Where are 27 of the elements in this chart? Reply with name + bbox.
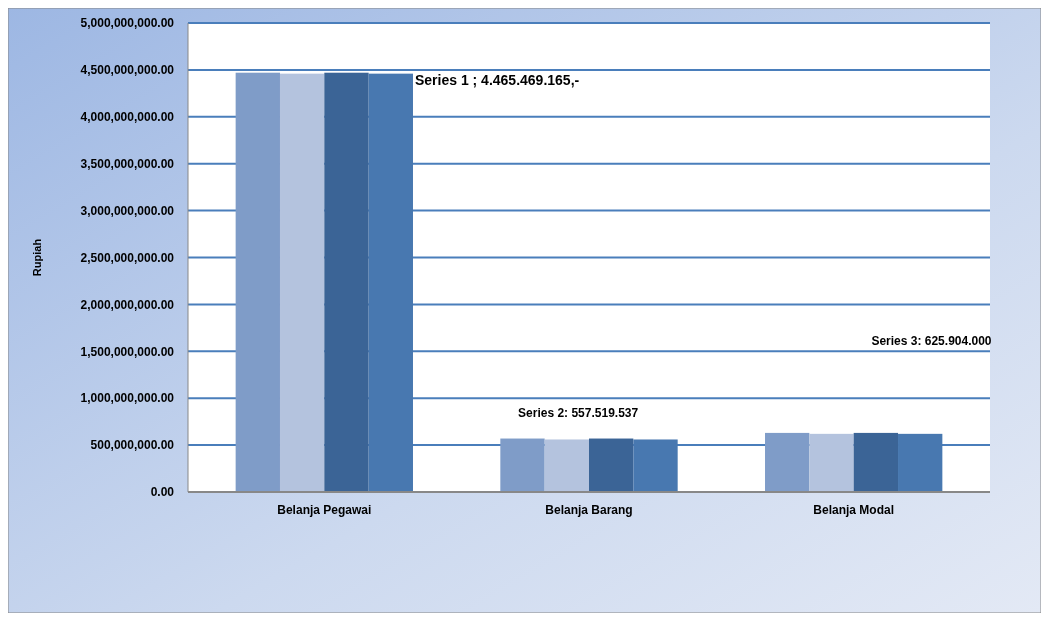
y-tick-label: 1,000,000,000.00 <box>80 391 175 406</box>
y-tick-label: 0.00 <box>150 485 175 500</box>
annotation: Series 1 ; 4.465.469.165,- <box>414 71 580 88</box>
bar <box>853 432 899 492</box>
bar <box>809 433 854 492</box>
y-tick-label: 4,500,000,000.00 <box>80 63 175 78</box>
y-tick-label: 5,000,000,000.00 <box>80 16 175 31</box>
bar <box>544 439 589 492</box>
y-tick-label: 4,000,000,000.00 <box>80 110 175 124</box>
y-tick-label: 500,000,000.00 <box>90 438 175 453</box>
y-tick-label: 2,500,000,000.00 <box>80 250 175 265</box>
bar <box>765 432 810 492</box>
x-tick-label: Belanja Pegawai <box>277 503 372 517</box>
x-tick-label: Belanja Barang <box>545 503 633 517</box>
y-tick-label: 3,500,000,000.00 <box>80 156 175 171</box>
bar <box>279 73 325 492</box>
x-tick-label: Belanja Modal <box>813 503 895 517</box>
bar <box>324 72 369 492</box>
y-tick-label: 2,000,000,000.00 <box>80 297 175 312</box>
y-tick-label: 3,000,000,000.00 <box>80 203 175 218</box>
bar <box>589 438 634 492</box>
y-axis-title: Rupiah <box>31 238 43 277</box>
annotation: Series 2: 557.519.537 <box>518 405 639 420</box>
bar <box>235 72 280 492</box>
annotation: Series 3: 625.904.000 <box>871 333 992 348</box>
y-tick-label: 1,500,000,000.00 <box>80 344 175 359</box>
bar <box>500 438 545 492</box>
